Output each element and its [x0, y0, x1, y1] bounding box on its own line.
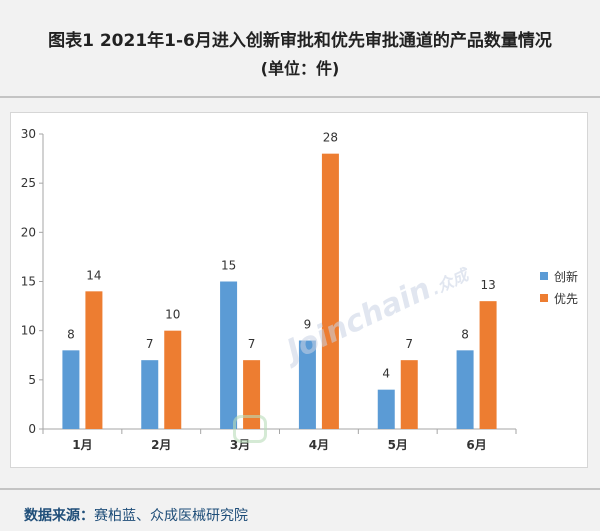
chart-title: 图表1 2021年1-6月进入创新审批和优先审批通道的产品数量情况: [48, 31, 552, 51]
bar-innovation: [62, 350, 80, 429]
x-tick-label: 1月: [72, 438, 92, 452]
data-label: 15: [221, 259, 236, 273]
data-label: 7: [146, 337, 154, 351]
legend-label: 优先: [554, 292, 578, 306]
bar-priority: [400, 360, 418, 429]
bar-innovation: [298, 340, 316, 429]
bar-innovation: [377, 389, 395, 429]
bar-priority: [243, 360, 261, 429]
x-tick-label: 5月: [388, 438, 408, 452]
data-label: 13: [480, 278, 495, 292]
data-label: 28: [323, 131, 338, 145]
bar-priority: [85, 291, 103, 429]
data-label: 8: [461, 327, 469, 341]
data-label: 9: [304, 318, 312, 332]
source-note: 数据来源：赛柏蓝、众成医械研究院: [24, 505, 248, 525]
y-tick-label: 10: [21, 324, 36, 338]
watermark-logo-icon: [233, 415, 267, 443]
data-label: 4: [382, 367, 390, 381]
y-tick-label: 25: [21, 176, 36, 190]
bar-innovation: [220, 281, 238, 429]
y-tick-label: 15: [21, 275, 36, 289]
y-tick-label: 0: [28, 422, 36, 436]
bar-priority: [164, 330, 182, 429]
bottom-divider: [0, 488, 600, 490]
top-divider: [0, 96, 600, 98]
bar-priority: [321, 153, 339, 429]
chart-unit: (单位：件): [260, 59, 340, 78]
data-label: 7: [405, 337, 413, 351]
legend-swatch: [540, 294, 548, 302]
data-label: 10: [165, 308, 180, 322]
x-tick-label: 4月: [309, 438, 329, 452]
chart-panel: 0 5 10 15 20 25 30 1月 2月 3月 4月 5月 6月 8 7 15 9 4 8 14 10 7 28 7 1…: [10, 112, 588, 468]
bar-innovation: [456, 350, 474, 429]
source-label: 数据来源：: [24, 508, 94, 524]
y-tick-label: 20: [21, 225, 36, 239]
x-tick-label: 6月: [466, 438, 486, 452]
title-block: 图表1 2021年1-6月进入创新审批和优先审批通道的产品数量情况 (单位：件): [0, 0, 600, 96]
bar-innovation: [141, 360, 159, 429]
data-label: 14: [86, 268, 101, 282]
y-tick-label: 5: [28, 373, 36, 387]
data-label: 7: [248, 337, 256, 351]
source-text: 赛柏蓝、众成医械研究院: [94, 508, 248, 524]
data-label: 8: [67, 327, 75, 341]
legend-label: 创新: [554, 269, 578, 284]
legend-swatch: [540, 272, 548, 280]
bar-priority: [479, 301, 497, 429]
x-tick-label: 2月: [151, 438, 171, 452]
y-tick-label: 30: [21, 127, 36, 141]
